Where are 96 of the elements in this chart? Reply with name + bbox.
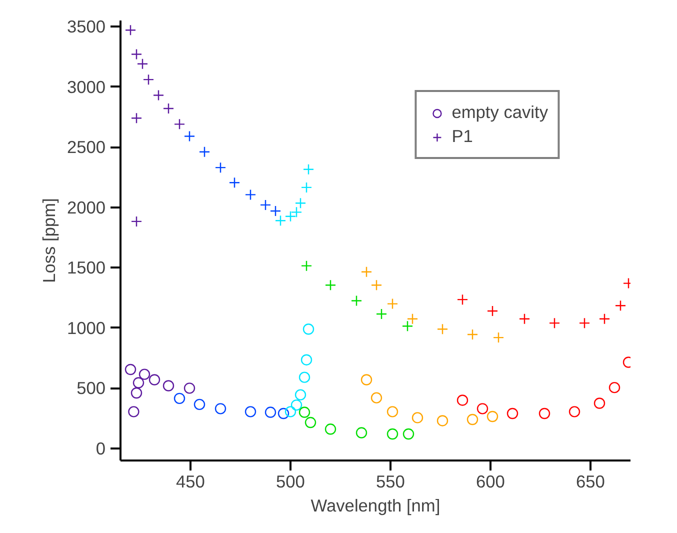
y-tick-label: 0	[96, 438, 106, 458]
y-tick-label: 3000	[66, 76, 106, 97]
point	[594, 398, 606, 409]
point	[356, 427, 368, 438]
y-tick-label: 500	[76, 378, 106, 398]
point	[298, 372, 310, 383]
point	[538, 408, 550, 420]
point	[476, 403, 488, 414]
point	[402, 428, 414, 440]
point	[486, 305, 498, 317]
point	[406, 313, 418, 324]
point	[370, 392, 382, 404]
x-tick-label: 500	[276, 472, 305, 492]
point	[456, 294, 468, 306]
point	[244, 406, 256, 418]
point	[350, 295, 362, 306]
point	[370, 280, 382, 291]
point	[376, 308, 388, 320]
legend-label: P1	[452, 126, 473, 147]
point	[436, 324, 448, 335]
point	[264, 406, 276, 418]
point	[302, 324, 314, 335]
point	[130, 48, 142, 60]
legend-label: empty cavity	[452, 102, 548, 123]
x-tick-label: 650	[576, 472, 605, 492]
y-axis-title: Loss [ppm]	[38, 198, 59, 283]
point	[136, 58, 148, 70]
point	[278, 408, 290, 420]
point	[184, 382, 196, 394]
point	[124, 24, 136, 36]
point	[386, 298, 398, 310]
point	[174, 118, 186, 130]
point	[130, 216, 142, 228]
point	[300, 182, 312, 194]
point	[402, 320, 414, 332]
point	[360, 266, 372, 278]
point	[290, 399, 302, 411]
point	[184, 130, 196, 142]
y-tick-label: 2500	[66, 137, 106, 158]
point	[300, 354, 312, 366]
point	[148, 374, 160, 386]
point	[518, 313, 530, 324]
point	[300, 260, 312, 272]
point	[174, 392, 186, 404]
point	[568, 406, 580, 418]
x-tick-label: 550	[376, 472, 405, 492]
point	[270, 205, 282, 217]
point	[324, 280, 336, 291]
point	[214, 403, 226, 414]
point	[162, 102, 174, 114]
y-tick-label: 2000	[66, 197, 106, 218]
point	[260, 199, 272, 211]
point	[198, 146, 210, 158]
point	[608, 382, 620, 394]
point	[142, 74, 154, 86]
point	[548, 317, 560, 329]
y-tick-label: 1500	[66, 258, 106, 278]
point	[162, 380, 174, 392]
point	[130, 112, 142, 124]
point	[386, 406, 398, 418]
point	[152, 90, 164, 101]
point	[130, 387, 142, 399]
point	[598, 313, 610, 324]
point	[228, 177, 240, 188]
point	[214, 162, 226, 174]
point	[274, 215, 286, 226]
point	[244, 189, 256, 200]
y-tick-label: 1000	[66, 318, 106, 338]
point	[194, 398, 206, 410]
point	[436, 415, 448, 426]
point	[492, 332, 504, 344]
point	[578, 317, 590, 329]
point	[298, 406, 310, 418]
point	[284, 406, 296, 418]
point	[324, 424, 336, 435]
point	[360, 374, 372, 386]
point	[294, 389, 306, 400]
x-axis-title: Wavelength [nm]	[310, 496, 440, 516]
point	[128, 406, 140, 418]
point	[132, 377, 144, 388]
y-tick-label: 3500	[66, 16, 106, 37]
x-tick-label: 450	[176, 472, 205, 492]
point	[304, 416, 316, 428]
point	[124, 364, 136, 376]
point	[412, 412, 424, 424]
point	[486, 410, 498, 422]
point	[614, 300, 626, 312]
point	[294, 198, 306, 209]
point	[302, 164, 314, 175]
point	[386, 428, 398, 440]
x-tick-label: 600	[476, 472, 505, 492]
point	[466, 414, 478, 426]
point	[138, 368, 150, 380]
point	[506, 408, 518, 420]
point	[456, 394, 468, 406]
point	[466, 328, 478, 340]
